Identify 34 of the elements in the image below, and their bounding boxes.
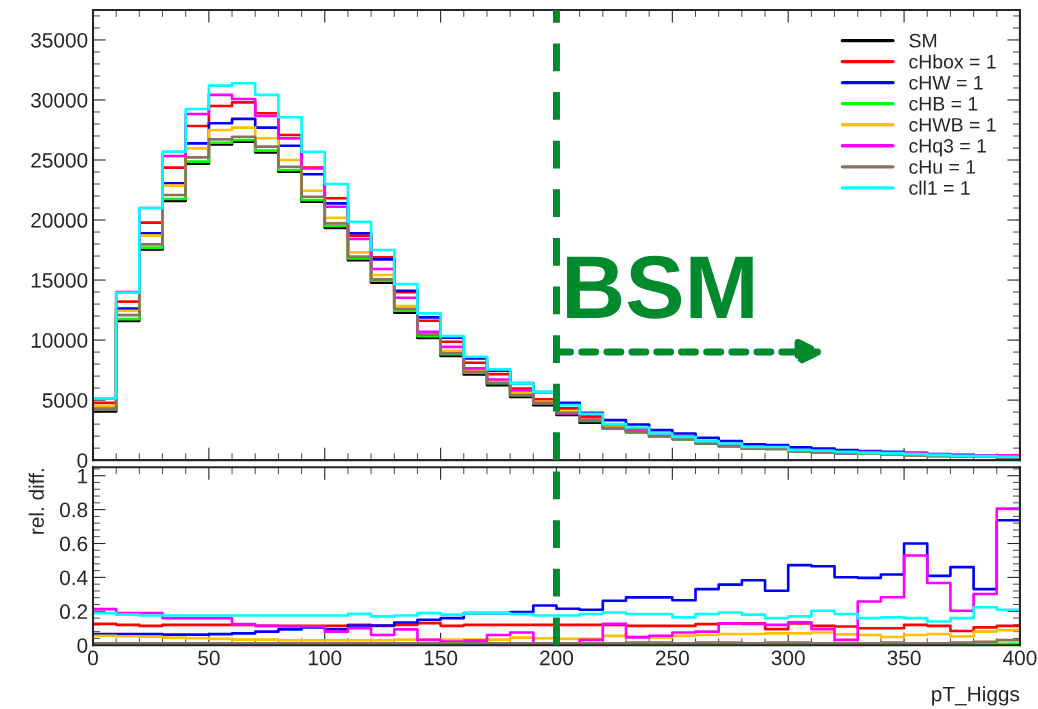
legend-label: cll1 = 1 — [909, 180, 970, 195]
y-tick-label: 15000 — [31, 273, 88, 288]
x-tick-label: 50 — [198, 650, 220, 666]
y-tick-label: 0.4 — [60, 570, 88, 586]
y-tick-label: 25000 — [31, 153, 88, 168]
x-tick-label: 100 — [308, 650, 342, 666]
y-axis-title: rel. diff. — [28, 469, 44, 534]
annotation: BSM — [567, 255, 753, 319]
legend-label: cHB = 1 — [909, 97, 978, 111]
x-tick-label: 350 — [887, 650, 921, 666]
y-tick-label: 30000 — [31, 92, 88, 108]
y-tick-label: 0.2 — [60, 604, 88, 620]
y-tick-label: 35000 — [31, 32, 88, 48]
y-tick-label: 0.6 — [60, 536, 88, 552]
x-tick-label: 150 — [424, 650, 458, 666]
y-tick-label: 0.8 — [60, 502, 88, 518]
x-axis-title: pT_Higgs — [932, 686, 1020, 706]
legend-label: cHu = 1 — [909, 160, 976, 174]
y-tick-label: 1 — [78, 468, 88, 484]
legend-label: cHq3 = 1 — [909, 138, 986, 157]
y-tick-label: 10000 — [31, 333, 88, 348]
y-tick-label: 0 — [77, 453, 88, 468]
y-tick-label: 20000 — [31, 213, 88, 228]
legend-label: cHbox = 1 — [909, 54, 996, 69]
y-tick-label: 5000 — [42, 393, 88, 408]
y-tick-label: 0 — [77, 638, 88, 653]
legend-label: SM — [909, 33, 937, 48]
legend-label: cHW = 1 — [909, 76, 983, 90]
x-tick-label: 0 — [88, 650, 98, 666]
x-tick-label: 400 — [1003, 650, 1037, 666]
x-tick-label: 300 — [771, 650, 805, 666]
legend-label: cHWB = 1 — [909, 118, 996, 132]
x-tick-label: 200 — [540, 650, 574, 666]
x-tick-label: 250 — [656, 650, 689, 666]
